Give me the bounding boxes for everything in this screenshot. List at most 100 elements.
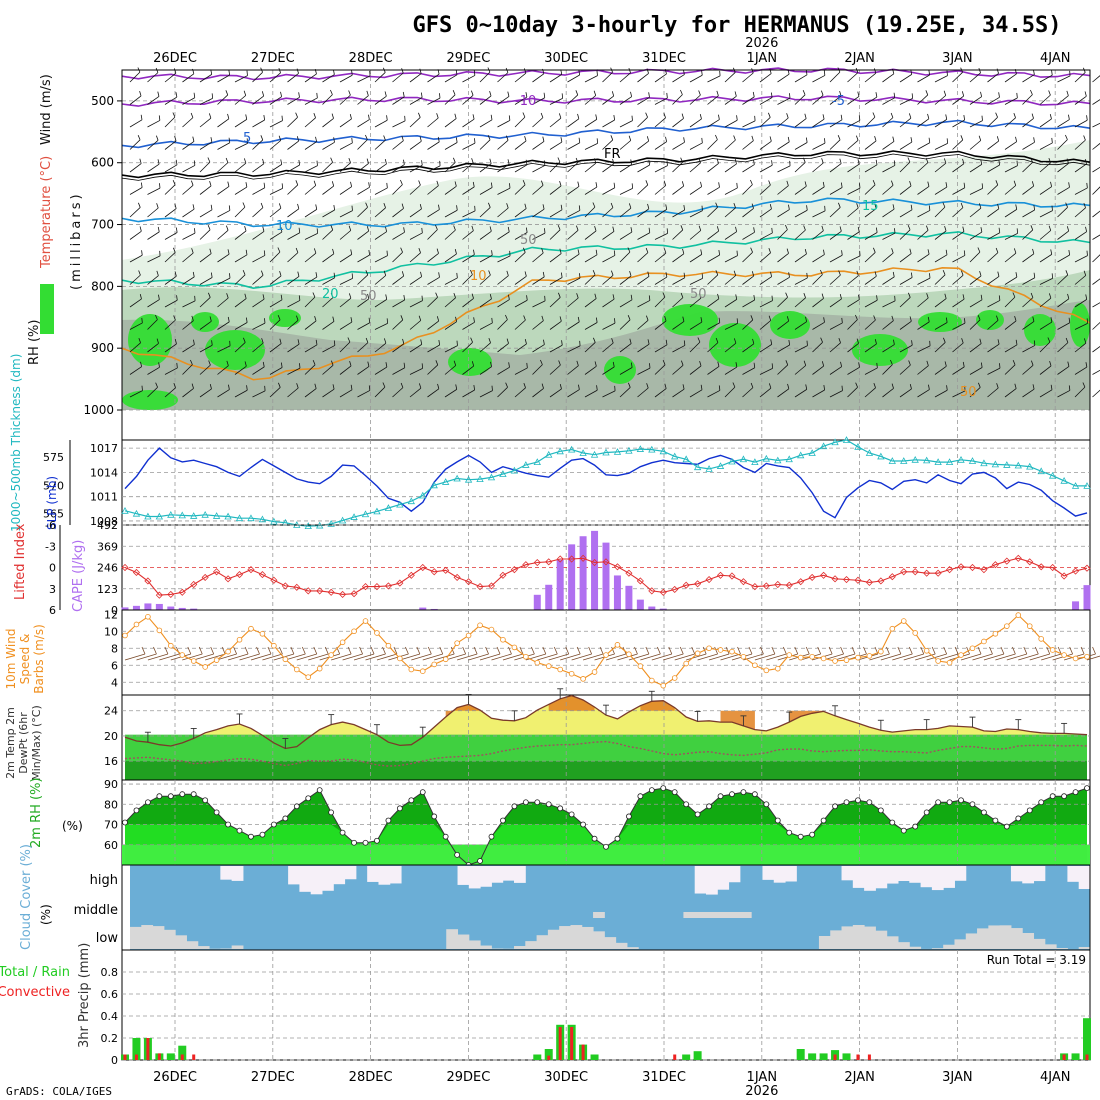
lifted-index-point bbox=[316, 587, 324, 595]
wind-barb bbox=[304, 141, 317, 150]
wind-barb-flag bbox=[929, 273, 931, 279]
precip-total-bar bbox=[590, 1054, 599, 1060]
wind-barb-flag bbox=[560, 272, 563, 278]
thickness-point bbox=[865, 449, 874, 456]
wind-barb bbox=[707, 366, 720, 375]
wind-barb-flag bbox=[822, 181, 825, 187]
wind-barb bbox=[164, 252, 176, 263]
wind-barb-flag bbox=[454, 113, 457, 119]
wind10m-barb-flag bbox=[542, 646, 547, 655]
wind-barb bbox=[287, 96, 300, 105]
wind-barb-flag bbox=[771, 160, 773, 166]
precip-grid bbox=[122, 950, 1090, 1061]
wind-barb bbox=[479, 207, 491, 218]
wind10m-barb-flag bbox=[691, 646, 696, 655]
wind-barb bbox=[252, 71, 263, 83]
wind-speed-point bbox=[454, 640, 460, 646]
wind-barb-flag bbox=[785, 360, 789, 366]
wind-barb-flag bbox=[402, 338, 405, 344]
wind-barb-flag bbox=[331, 113, 334, 119]
wind-barb bbox=[234, 298, 247, 308]
wind-barb bbox=[864, 299, 878, 308]
wind-barb bbox=[444, 94, 456, 105]
rh-point bbox=[786, 829, 793, 836]
lifted-index-point bbox=[1037, 563, 1045, 571]
cloud-high-cell bbox=[898, 866, 910, 882]
wind-barb bbox=[234, 206, 246, 218]
wind-barb bbox=[182, 252, 194, 263]
temp-tick-label: 20 bbox=[104, 730, 118, 743]
wind-barb bbox=[899, 161, 911, 173]
wind-barb-flag bbox=[872, 112, 876, 118]
wind-barb-flag bbox=[592, 202, 596, 208]
thickness-point bbox=[384, 504, 393, 511]
wind-barb-flag bbox=[229, 273, 231, 279]
thickness-point bbox=[1048, 471, 1057, 479]
wind-barb bbox=[497, 255, 511, 263]
wind-barb bbox=[252, 187, 265, 195]
wind-barb-flag bbox=[138, 202, 141, 208]
wind-barb-flag bbox=[927, 113, 930, 119]
rh-area bbox=[125, 788, 1087, 865]
wind10m-barb bbox=[640, 653, 661, 661]
wind-barb-flag bbox=[874, 271, 877, 277]
wind-barb bbox=[777, 209, 790, 218]
wind-barb bbox=[637, 232, 650, 240]
bottom-tick-label: 29DEC bbox=[446, 1070, 490, 1085]
wind-barb-flag bbox=[488, 270, 491, 276]
wind-barb-flag bbox=[803, 292, 806, 298]
thickness-point bbox=[590, 450, 599, 458]
wind-barb-flag bbox=[890, 112, 894, 118]
wind-barb bbox=[269, 164, 282, 173]
wind-speed-point bbox=[878, 648, 884, 655]
wind-barb bbox=[759, 97, 773, 105]
wind-barb-flag bbox=[926, 293, 929, 299]
wind-barb-flag bbox=[680, 360, 684, 366]
wind-barb-flag bbox=[278, 203, 282, 209]
wind-barb-flag bbox=[575, 157, 579, 163]
wind-barb-flag bbox=[316, 92, 318, 98]
wind-barb bbox=[654, 252, 667, 263]
wind-barb bbox=[357, 95, 369, 105]
wind-barb bbox=[409, 140, 422, 150]
bottom-time-axis: 26DEC 27DEC 28DEC 29DEC 30DEC 31DEC 1JAN20262J… bbox=[153, 1070, 1070, 1099]
wind-speed-point bbox=[935, 658, 941, 664]
wind10m-barb-flag bbox=[531, 646, 535, 655]
wind-barb bbox=[917, 74, 930, 83]
lifted-index-line bbox=[124, 557, 1088, 596]
wind-barb bbox=[479, 254, 493, 263]
lifted-index-point bbox=[648, 587, 656, 595]
cape-bar bbox=[659, 608, 667, 610]
wind-barb bbox=[532, 208, 545, 218]
rh-point bbox=[328, 809, 335, 816]
lifted-index-label: Lifted Index bbox=[13, 523, 28, 600]
wind-barb-flag bbox=[995, 315, 999, 321]
wind-barb bbox=[322, 388, 335, 398]
wind-barb-flag bbox=[840, 114, 843, 120]
wind-barb-flag bbox=[138, 337, 141, 343]
precip-total-bar bbox=[544, 1049, 553, 1060]
wind-speed-point bbox=[717, 647, 724, 653]
wind-barb bbox=[427, 388, 440, 398]
wind-barb-flag bbox=[979, 270, 982, 276]
wind-barb-flag bbox=[228, 69, 231, 76]
wind-barb-flag bbox=[962, 158, 965, 164]
lifted-index-point bbox=[957, 563, 965, 571]
wind-barb-flag bbox=[526, 295, 528, 301]
precip-convective-bar bbox=[157, 1053, 161, 1060]
wind-barb-flag bbox=[646, 136, 650, 142]
wind-barb bbox=[864, 140, 877, 150]
wind-barb bbox=[549, 117, 562, 128]
wind-barb-flag bbox=[768, 247, 771, 253]
cloud-low-cell bbox=[818, 935, 831, 949]
wind-barb-flag bbox=[543, 92, 546, 98]
wind-barb bbox=[899, 364, 911, 375]
wind-barb bbox=[252, 390, 266, 398]
wind-barb-flag bbox=[734, 91, 737, 97]
wind10m-barb bbox=[605, 653, 627, 661]
wind-barb-flag bbox=[980, 294, 983, 300]
wind-barb-flag bbox=[403, 294, 406, 301]
wind-barb bbox=[1057, 186, 1070, 195]
wind-barb bbox=[987, 252, 999, 263]
wind-barb bbox=[864, 184, 876, 195]
